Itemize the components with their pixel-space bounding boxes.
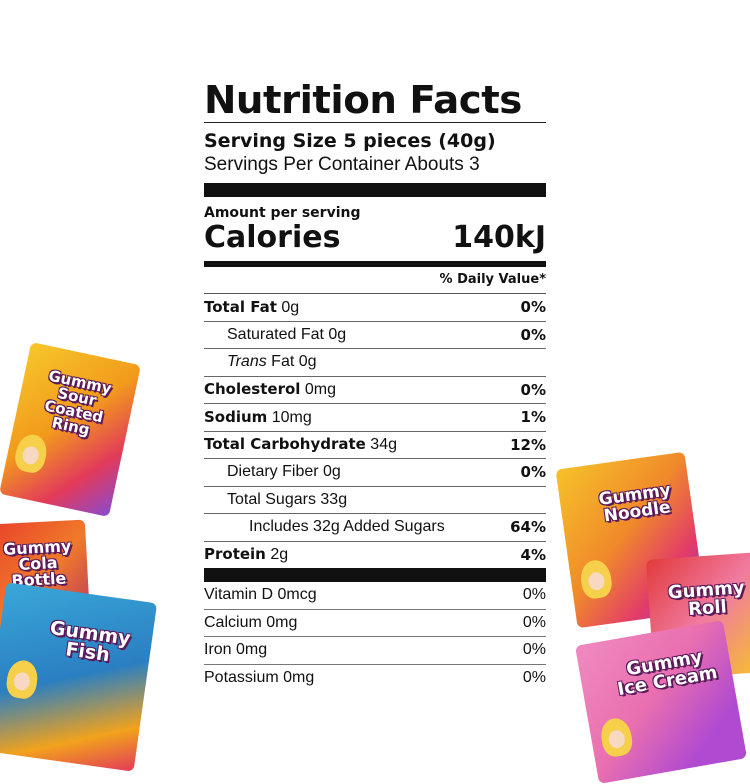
nutrient-amount: 2g [270, 546, 289, 564]
bag-title: Gummy Ice Cream [615, 646, 720, 701]
nutrient-name: Total Fat [204, 297, 277, 316]
nutrient-dv: 0% [520, 298, 546, 317]
nutrient-amount: 0g [281, 298, 300, 316]
vitamin-text: Calcium 0mg [204, 613, 298, 631]
nutrient-amount: 0g [298, 353, 317, 371]
bag-title: Gummy Sour Coated Ring [42, 366, 114, 439]
nutrient-dv: 64% [510, 518, 546, 537]
servings-per-container: Servings Per Container Abouts 3 [204, 154, 480, 175]
amount-per-serving: Amount per serving [204, 205, 361, 221]
nutrient-name: Trans [227, 353, 267, 371]
calories-value: 140kJ [452, 220, 546, 255]
nutrient-name: Protein [204, 545, 266, 564]
vitamin-dv: 0% [522, 668, 546, 686]
candy-bag-fish: Gummy Fish [0, 582, 158, 772]
vitamin-row: Iron 0mg 0% [204, 637, 546, 665]
nutrient-amount: 0g [323, 463, 341, 481]
nutrient-name: Sodium [204, 407, 268, 426]
nutrient-name: Cholesterol [204, 380, 301, 399]
serving-size: Serving Size 5 pieces (40g) [204, 130, 496, 152]
nutrient-name: Dietary Fiber [227, 463, 319, 481]
nutrient-amount: 0mg [304, 381, 337, 399]
nutrient-name: Includes 32g Added Sugars [249, 518, 445, 536]
nutrient-amount: 33g [320, 490, 348, 508]
vitamin-text: Vitamin D 0mcg [204, 586, 317, 604]
nutrient-row-dietary-fiber: Dietary Fiber 0g 0% [204, 459, 546, 487]
nutrient-amount: 0g [328, 325, 347, 343]
calories-row: Calories 140kJ [204, 221, 546, 255]
nutrient-dv: 0% [520, 380, 546, 399]
candy-bag-ice-cream: Gummy Ice Cream [574, 620, 748, 784]
nutrient-row-total-carbohydrate: Total Carbohydrate 34g 12% [204, 432, 546, 459]
candy-bag-sour-coated-ring: Gummy Sour Coated Ring [0, 342, 141, 517]
nutrition-facts-panel: Nutrition Facts Serving Size 5 pieces (4… [204, 80, 546, 691]
vitamin-text: Potassium 0mg [204, 668, 315, 686]
label-title: Nutrition Facts [204, 78, 522, 122]
nutrient-dv: 12% [510, 435, 546, 454]
mascot-image [4, 658, 40, 701]
bag-title: Gummy Fish [48, 616, 132, 667]
daily-value-header: % Daily Value* [204, 267, 546, 294]
nutrient-amount: 34g [370, 436, 397, 454]
nutrient-row-added-sugars: Includes 32g Added Sugars 64% [204, 514, 546, 542]
nutrient-dv: 0% [520, 325, 546, 344]
divider-thick [204, 183, 546, 197]
nutrient-row-total-fat: Total Fat 0g 0% [204, 294, 546, 322]
nutrient-name-rest: Fat [271, 353, 295, 371]
nutrient-name: Saturated Fat [227, 325, 324, 343]
nutrient-row-sodium: Sodium 10mg 1% [204, 404, 546, 432]
vitamin-row: Vitamin D 0mcg 0% [204, 582, 546, 610]
vitamin-dv: 0% [522, 641, 546, 659]
divider-medium [204, 261, 546, 267]
mascot-image [598, 715, 635, 759]
divider-thick [204, 568, 546, 582]
nutrient-row-protein: Protein 2g 4% [204, 542, 546, 569]
nutrient-row-cholesterol: Cholesterol 0mg 0% [204, 377, 546, 404]
nutrient-name: Total Sugars [227, 490, 316, 508]
vitamin-row: Calcium 0mg 0% [204, 610, 546, 637]
bag-title: Gummy Noodle [597, 480, 673, 527]
nutrient-row-trans-fat: Trans Fat 0g [204, 349, 546, 377]
nutrient-row-saturated-fat: Saturated Fat 0g 0% [204, 322, 546, 349]
vitamin-dv: 0% [522, 586, 546, 604]
nutrient-dv: 4% [520, 545, 546, 564]
nutrient-name: Total Carbohydrate [204, 435, 366, 454]
nutrient-dv: 0% [520, 463, 546, 482]
vitamin-row: Potassium 0mg 0% [204, 665, 546, 692]
mascot-image [578, 558, 614, 601]
mascot-image [12, 431, 50, 476]
nutrient-amount: 10mg [271, 408, 312, 426]
vitamin-text: Iron 0mg [204, 641, 268, 659]
nutrient-row-total-sugars: Total Sugars 33g [204, 487, 546, 514]
divider [204, 122, 546, 123]
calories-label: Calories [204, 220, 341, 255]
bag-title: Gummy Roll [667, 577, 746, 621]
nutrient-dv: 1% [520, 408, 546, 427]
vitamin-dv: 0% [522, 613, 546, 631]
